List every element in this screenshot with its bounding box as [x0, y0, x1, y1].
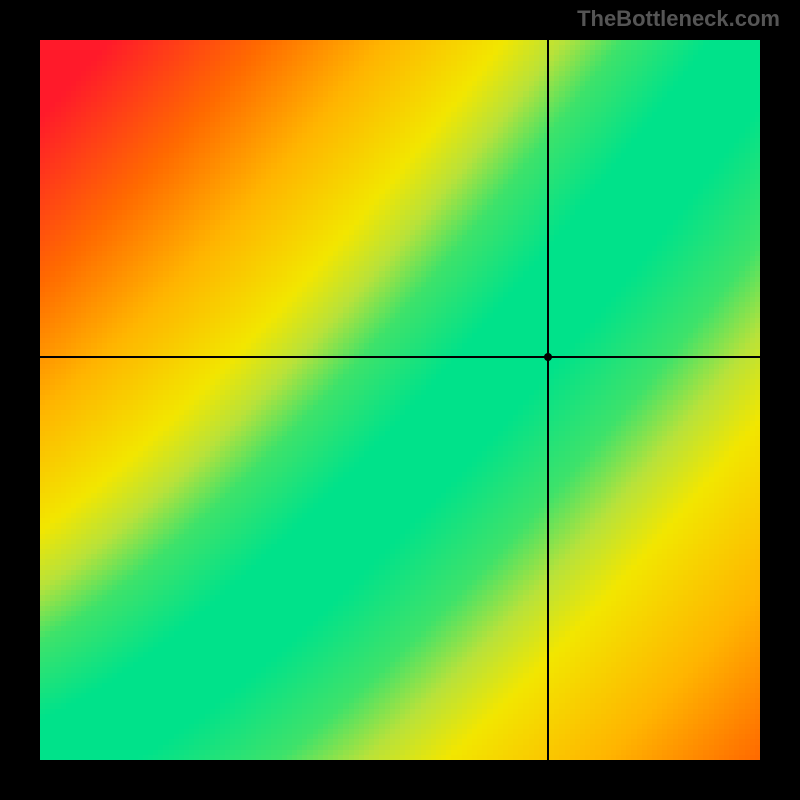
watermark-text: TheBottleneck.com: [577, 6, 780, 32]
chart-container: TheBottleneck.com: [0, 0, 800, 800]
crosshair-marker: [544, 353, 552, 361]
crosshair-horizontal: [40, 356, 760, 358]
plot-area: [40, 40, 760, 760]
heatmap-canvas: [40, 40, 760, 760]
crosshair-vertical: [547, 40, 549, 760]
